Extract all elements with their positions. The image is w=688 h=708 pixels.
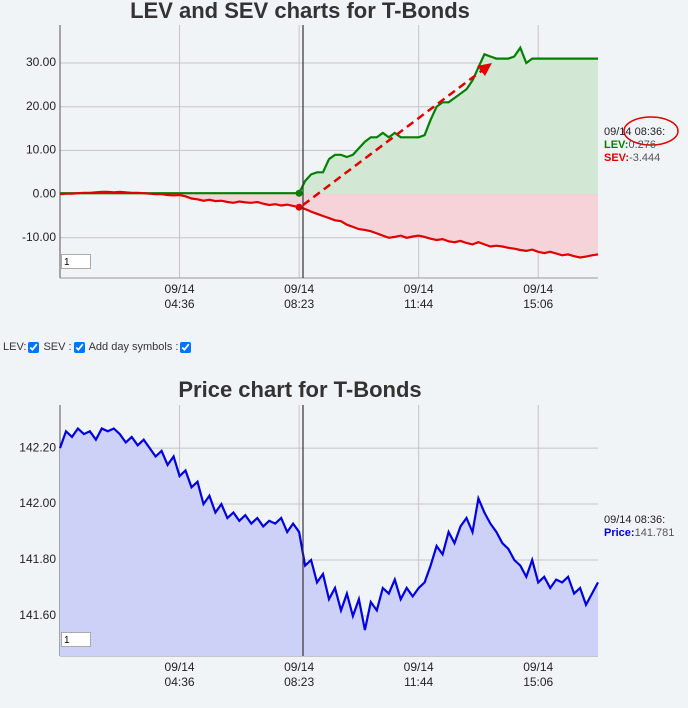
readout: SEV:-3.444	[604, 152, 660, 164]
readout-label: LEV:	[604, 139, 628, 151]
readout-time: 09/14 08:36:	[604, 514, 665, 526]
readout-value: 0.276	[628, 139, 656, 151]
x-tick-label: 09/14 04:36	[164, 282, 195, 311]
y-tick-label: 141.60	[19, 608, 56, 622]
chart-title: Price chart for T-Bonds	[178, 377, 421, 402]
checkbox-label: LEV:	[3, 341, 27, 353]
checkbox[interactable]	[180, 341, 192, 353]
y-tick-label: 142.20	[19, 440, 56, 454]
input-box[interactable]: 1	[61, 632, 91, 647]
checkbox-label: SEV :	[43, 341, 72, 353]
controls: LEV: SEV : Add day symbols :	[3, 341, 195, 353]
checkbox[interactable]	[28, 341, 40, 353]
y-tick-label: 20.00	[26, 99, 56, 113]
cursor-dot	[295, 189, 303, 197]
series-line	[59, 190, 599, 259]
y-tick-label: 10.00	[26, 143, 56, 157]
cursor-dot	[295, 203, 303, 211]
checkbox-label: Add day symbols :	[88, 341, 179, 353]
series-line	[58, 426, 599, 631]
x-tick-label: 09/14 15:06	[523, 660, 554, 689]
y-tick-label: 141.80	[19, 552, 56, 566]
x-tick-label: 09/14 15:06	[523, 282, 554, 311]
readout-value: -3.444	[629, 152, 660, 164]
checkbox[interactable]	[73, 341, 85, 353]
input-box[interactable]: 1	[61, 254, 91, 269]
y-tick-label: -10.00	[22, 230, 56, 244]
chart-title: LEV and SEV charts for T-Bonds	[130, 0, 470, 23]
y-tick-label: 0.00	[33, 186, 57, 200]
x-tick-label: 09/14 11:44	[403, 282, 434, 311]
readout-time: 09/14 08:36:	[604, 126, 665, 138]
area-fill	[60, 47, 598, 195]
area-fill	[60, 191, 598, 258]
y-tick-label: 30.00	[26, 55, 56, 69]
x-tick-label: 09/14 11:44	[403, 660, 434, 689]
readout-label: Price:	[604, 527, 635, 539]
annotation-arrow	[302, 68, 485, 206]
readout-value: 141.781	[635, 527, 675, 539]
x-tick-label: 09/14 08:23	[284, 282, 315, 311]
y-tick-label: 142.00	[19, 496, 56, 510]
area-fill	[60, 428, 598, 656]
readout: LEV:0.276	[604, 139, 656, 151]
x-tick-label: 09/14 08:23	[284, 660, 315, 689]
readout: Price:141.781	[604, 527, 674, 539]
readout-label: SEV:	[604, 152, 629, 164]
annotation-arrowhead	[477, 63, 492, 76]
annotation-ellipse	[623, 116, 679, 146]
x-tick-label: 09/14 04:36	[164, 660, 195, 689]
